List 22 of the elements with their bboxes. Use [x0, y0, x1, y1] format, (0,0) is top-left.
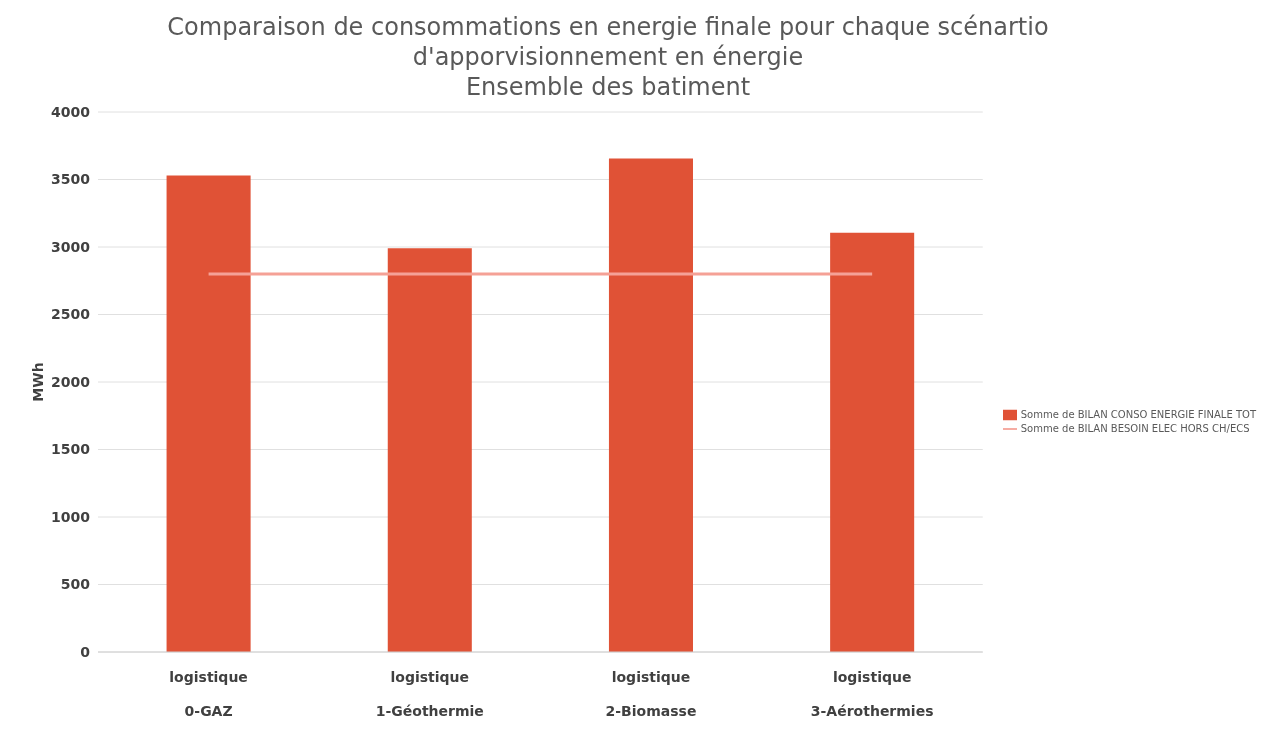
category-label: logistique 0-GAZ	[169, 669, 248, 719]
y-tick-label: 2000	[51, 373, 91, 390]
category-label: logistique 2-Biomasse	[605, 669, 697, 719]
chart-subtitle: Ensemble des batiment	[464, 72, 752, 102]
y-tick-label: 3000	[51, 238, 91, 255]
y-tick-label: 3500	[51, 171, 91, 188]
category-label: logistique 3-Aérothermies	[810, 669, 934, 719]
legend-label: Somme de BILAN CONSO ENERGIE FINALE TOT	[1020, 409, 1256, 420]
category-label: logistique 1-Géothermie	[375, 669, 484, 719]
chart-title: Comparaison de consommations en energie finale pour chaque scénartio d'apporvisionnement en énergie	[166, 12, 1050, 72]
bar	[830, 232, 915, 652]
y-tick-label: 1500	[51, 441, 91, 458]
legend-label: Somme de BILAN BESOIN ELEC HORS CH/ECS	[1020, 423, 1250, 434]
y-tick-label: 2500	[51, 306, 91, 323]
bar	[608, 158, 693, 652]
y-axis-title: MWh	[29, 362, 46, 402]
y-tick-label: 500	[60, 576, 91, 593]
y-tick-label: 4000	[51, 103, 91, 120]
bar	[387, 248, 472, 652]
y-tick-label: 1000	[51, 508, 91, 525]
bar	[166, 175, 251, 652]
y-tick-label: 0	[80, 643, 91, 660]
